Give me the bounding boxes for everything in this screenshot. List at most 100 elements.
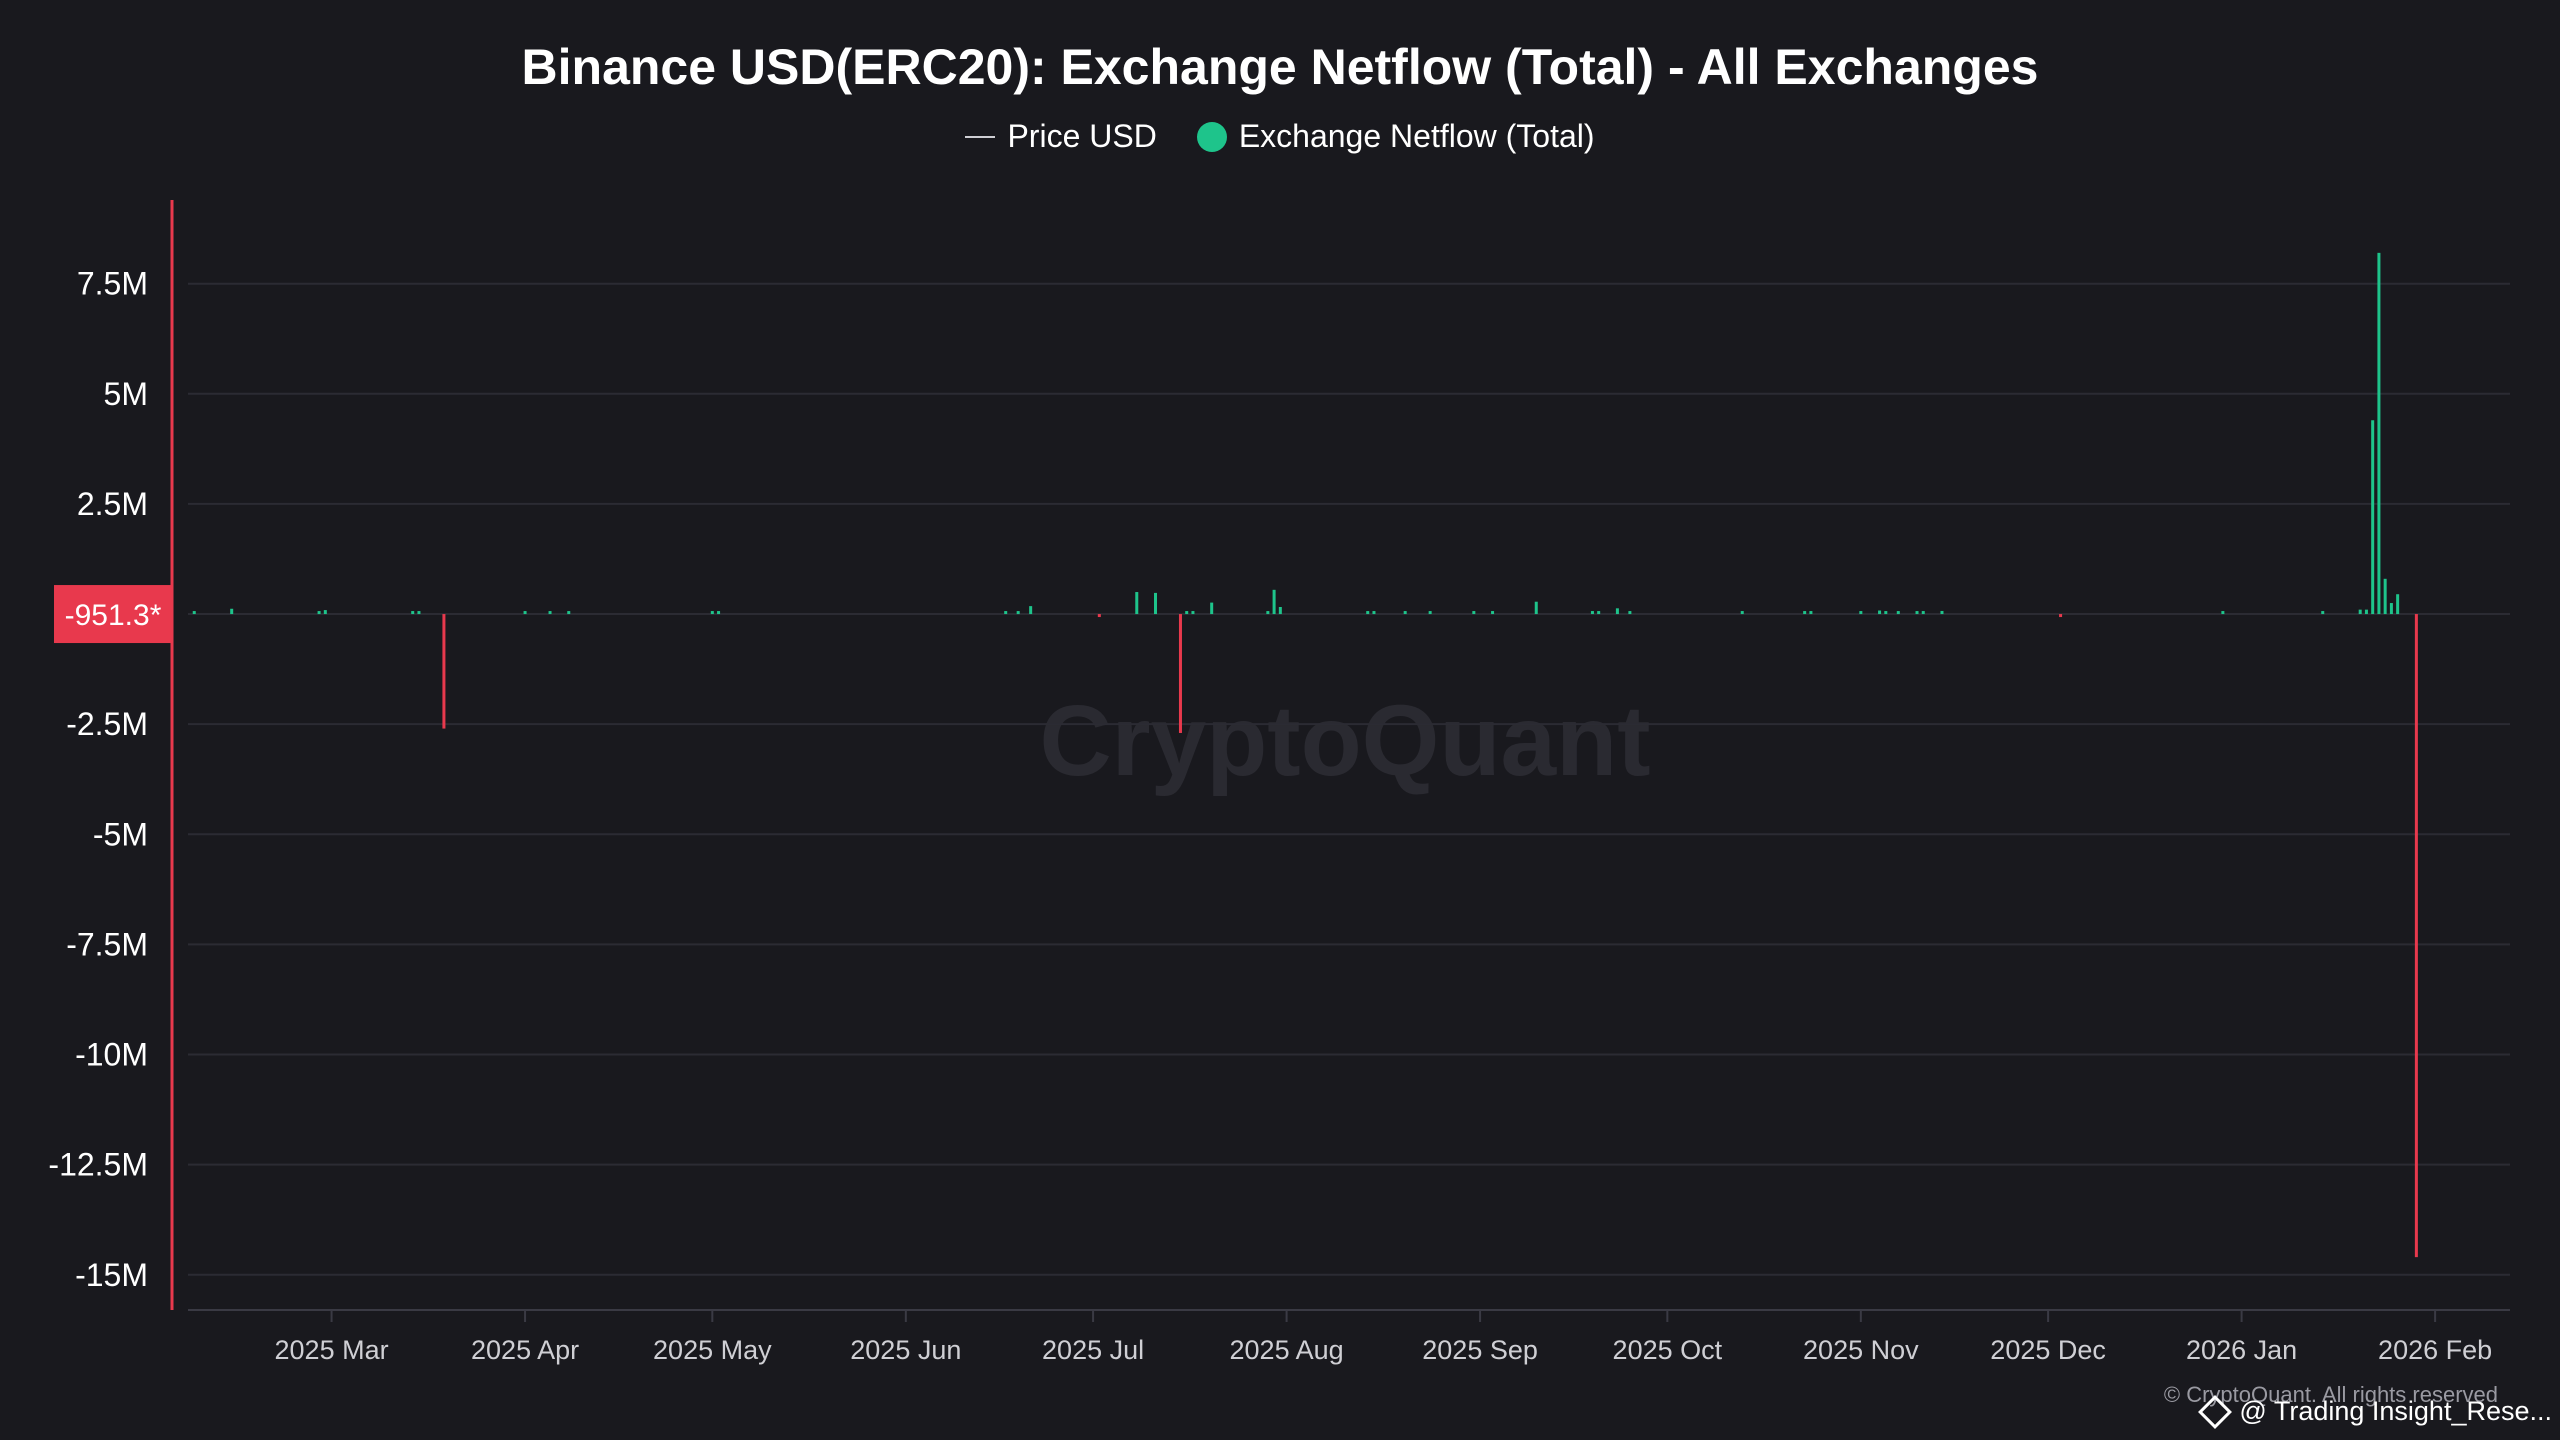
- netflow-bar: [2389, 603, 2393, 615]
- y-tick-label: 7.5M: [77, 266, 148, 302]
- netflow-bar: [1803, 611, 1807, 615]
- axes: [170, 200, 2510, 1311]
- chart-title: Binance USD(ERC20): Exchange Netflow (To…: [521, 39, 2039, 95]
- netflow-bar: [2358, 609, 2362, 615]
- netflow-bar: [1534, 601, 1538, 615]
- legend-item-netflow[interactable]: Exchange Netflow (Total): [1196, 118, 1595, 155]
- y-tick-label: -2.5M: [66, 706, 148, 742]
- netflow-bar: [2371, 420, 2375, 615]
- netflow-bar: [1615, 608, 1619, 615]
- netflow-bar: [1191, 611, 1195, 615]
- netflow-bar: [567, 611, 571, 615]
- netflow-bar: [411, 611, 415, 615]
- netflow-bar: [1428, 611, 1432, 615]
- x-tick-label: 2026 Feb: [2378, 1335, 2492, 1365]
- netflow-bar: [2396, 594, 2400, 615]
- legend: Price USD Exchange Netflow (Total): [0, 118, 2560, 155]
- netflow-bar: [2414, 614, 2418, 1258]
- netflow-bar: [2059, 614, 2063, 618]
- grid-lines: [188, 282, 2510, 1276]
- netflow-bar: [717, 611, 721, 615]
- y-axis-ticks: 7.5M 5M 2.5M -2.5M -5M -7.5M -10M -12.5M -15M: [48, 266, 148, 1293]
- y-tick-label: 2.5M: [77, 486, 148, 522]
- y-tick-label: -10M: [75, 1037, 148, 1073]
- netflow-bar: [1016, 611, 1020, 615]
- netflow-bar: [317, 611, 321, 615]
- legend-label-price: Price USD: [1007, 118, 1157, 154]
- netflow-bar: [417, 611, 421, 615]
- netflow-bar: [1628, 611, 1632, 615]
- netflow-bar: [442, 614, 446, 729]
- source-credit[interactable]: @ Trading Insight_Rese...: [2198, 1394, 2552, 1429]
- x-tick-label: 2025 Jun: [850, 1335, 961, 1365]
- netflow-bar: [230, 608, 234, 615]
- netflow-bar: [2221, 611, 2225, 615]
- source-credit-text: @ Trading Insight_Rese...: [2239, 1396, 2552, 1426]
- netflow-bar: [1004, 611, 1008, 615]
- x-tick-label: 2025 Apr: [471, 1335, 579, 1365]
- bars: [192, 252, 2418, 1258]
- netflow-bar: [1884, 611, 1888, 615]
- current-value-label: -951.3*: [65, 599, 162, 632]
- y-tick-label: -15M: [75, 1257, 148, 1293]
- netflow-bar: [1135, 592, 1139, 615]
- x-tick-label: 2025 Jul: [1042, 1335, 1144, 1365]
- netflow-bar: [1921, 611, 1925, 615]
- x-tick-label: 2025 Dec: [1990, 1335, 2106, 1365]
- netflow-bar: [1178, 614, 1182, 733]
- x-tick-label: 2025 Sep: [1422, 1335, 1538, 1365]
- netflow-bar: [2383, 578, 2387, 615]
- current-value-badge: [54, 585, 172, 644]
- binance-logo-icon: [2198, 1394, 2233, 1429]
- netflow-bar: [523, 611, 527, 615]
- y-tick-label: -7.5M: [66, 926, 148, 962]
- netflow-bar: [2364, 609, 2368, 615]
- legend-label-netflow: Exchange Netflow (Total): [1238, 118, 1595, 154]
- netflow-bar: [1266, 611, 1270, 615]
- copyright-text: © CryptoQuant. All rights reserved: [2163, 1382, 2498, 1407]
- watermark-text: CryptoQuant: [1039, 685, 1650, 797]
- netflow-bar: [2321, 611, 2325, 615]
- netflow-bar: [1896, 611, 1900, 615]
- dot-marker-icon: [1196, 121, 1227, 152]
- netflow-bar: [1878, 610, 1882, 615]
- x-tick-label: 2025 Aug: [1230, 1335, 1344, 1365]
- y-tick-label: 5M: [104, 376, 148, 412]
- x-tick-label: 2025 Nov: [1803, 1335, 1919, 1365]
- netflow-bar: [1278, 607, 1282, 615]
- netflow-bar: [1372, 611, 1376, 615]
- netflow-bar: [1366, 611, 1370, 615]
- netflow-bar: [1029, 606, 1033, 615]
- x-axis-ticks: 2025 Mar 2025 Apr 2025 May 2025 Jun 2025 Jul…: [275, 1310, 2492, 1365]
- y-tick-label: -5M: [93, 816, 148, 852]
- netflow-bar: [1097, 614, 1101, 618]
- netflow-bar: [1915, 611, 1919, 615]
- line-marker-icon: [965, 135, 996, 138]
- legend-item-price[interactable]: Price USD: [965, 118, 1157, 155]
- netflow-bar: [2377, 252, 2381, 615]
- netflow-bar: [710, 611, 714, 615]
- netflow-bar: [548, 611, 552, 615]
- x-tick-label: 2026 Jan: [2186, 1335, 2297, 1365]
- x-tick-label: 2025 Oct: [1613, 1335, 1723, 1365]
- netflow-bar: [1590, 611, 1594, 615]
- netflow-bar: [1272, 589, 1276, 615]
- netflow-bar: [1403, 611, 1407, 615]
- netflow-bar: [192, 611, 196, 615]
- netflow-bar: [1185, 611, 1189, 615]
- netflow-bar: [1210, 602, 1214, 615]
- netflow-bar: [1940, 610, 1944, 615]
- netflow-bar: [1740, 611, 1744, 615]
- x-tick-label: 2025 May: [653, 1335, 772, 1365]
- netflow-bar: [1809, 611, 1813, 615]
- netflow-bar: [1154, 592, 1157, 615]
- y-tick-label: -12.5M: [48, 1147, 148, 1183]
- x-tick-label: 2025 Mar: [275, 1335, 389, 1365]
- netflow-bar: [1472, 611, 1476, 615]
- netflow-bar: [1859, 611, 1863, 615]
- current-value-marker: -951.3*: [54, 585, 172, 644]
- netflow-bar: [1491, 611, 1495, 615]
- netflow-bar: [1597, 611, 1601, 615]
- netflow-bar: [323, 610, 327, 615]
